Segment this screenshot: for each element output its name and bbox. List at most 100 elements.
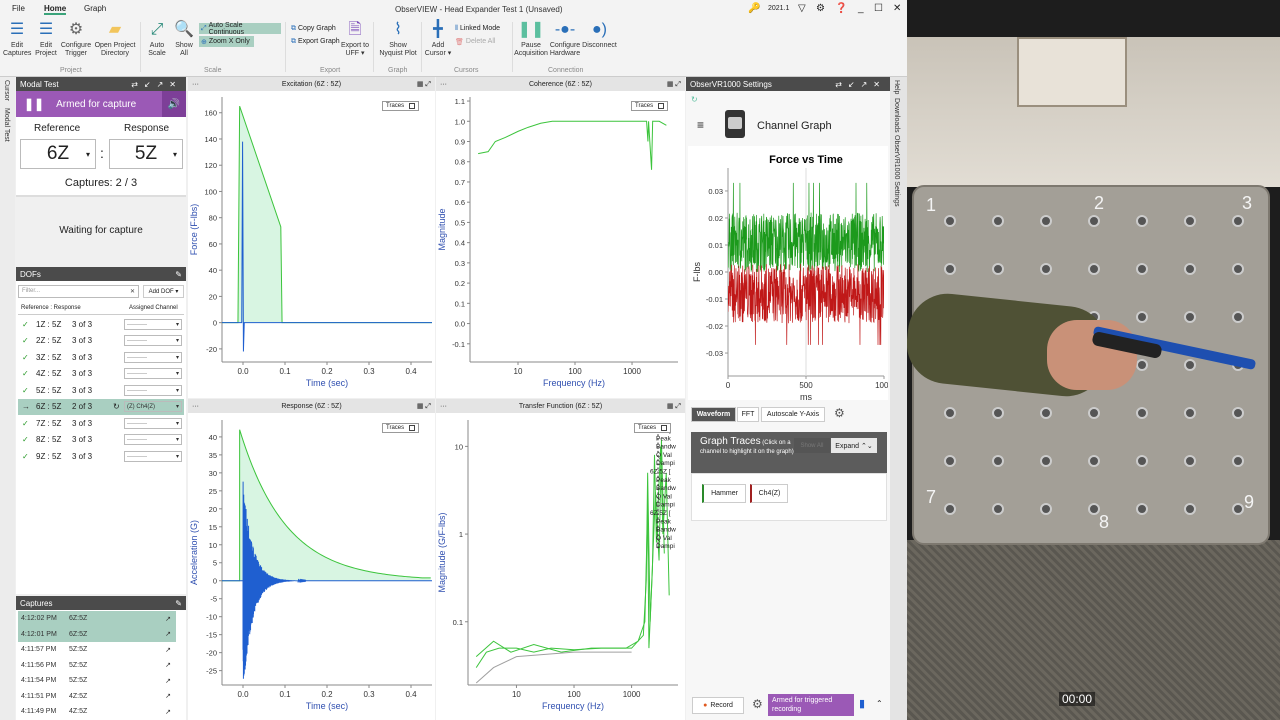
show-all-button[interactable]: 🔍 Show All <box>172 20 196 58</box>
configure-hardware-button[interactable]: -●- Configure Hardware <box>549 21 581 57</box>
speaker-icon[interactable]: 🔊 <box>162 91 186 117</box>
pause-icon[interactable]: ❚❚ <box>24 97 45 111</box>
filter-icon[interactable]: ▽ <box>798 3 806 14</box>
copy-graph-button[interactable]: ⧉ Copy Graph <box>291 24 336 33</box>
open-capture-icon[interactable]: ↗ <box>165 677 171 685</box>
pause-acquisition-button[interactable]: ❚❚ Pause Acquisition <box>514 21 548 57</box>
gear-icon[interactable]: ⚙ <box>834 406 845 420</box>
capture-row[interactable]: 4:11:56 PM 5Z:5Z ↗ <box>18 658 176 674</box>
capture-row[interactable]: 4:11:51 PM 4Z:5Z ↗ <box>18 689 176 705</box>
zoom-x-only-toggle[interactable]: ⊕ Zoom X Only <box>199 36 254 47</box>
series-line-frf[interactable] <box>475 446 670 668</box>
layout-icons[interactable]: ▦ ⤢ <box>416 402 431 410</box>
trace-chip-hammer[interactable]: Hammer <box>702 484 746 503</box>
more-icon[interactable]: ··· <box>440 80 447 88</box>
capture-row[interactable]: 4:12:01 PM 6Z:5Z ↗ <box>18 626 176 642</box>
dof-row[interactable]: ✓ 3Z : 5Z 3 of 3 ---------- <box>18 349 184 365</box>
open-capture-icon[interactable]: ↗ <box>165 693 171 701</box>
transfer-chart[interactable]: 10 100 1000 0.1 1 10 Frequency (Hz) Magnitude (… <box>436 413 685 720</box>
open-project-directory-button[interactable]: ▰ Open Project Directory <box>94 21 136 57</box>
panel-controls[interactable]: ⇄↙↗✕ <box>131 79 182 89</box>
help-icon[interactable]: ❓ <box>835 3 848 14</box>
dof-row[interactable]: ✓ 2Z : 5Z 3 of 3 ---------- <box>18 333 184 349</box>
dof-row[interactable]: ✓ 7Z : 5Z 3 of 3 ---------- <box>18 415 184 431</box>
series-line-frf-3[interactable] <box>475 651 632 684</box>
series-line-ch4-z-[interactable] <box>728 263 884 345</box>
tab-fft[interactable]: FFT <box>737 407 759 422</box>
layout-icons[interactable]: ▦ ⤢ <box>666 402 681 410</box>
maximize-icon[interactable]: ☐ <box>874 3 883 14</box>
trace-chip-ch4[interactable]: Ch4(Z) <box>750 484 788 503</box>
disconnect-button[interactable]: ●) Disconnect <box>582 21 617 49</box>
close-icon[interactable]: ✕ <box>893 3 902 14</box>
menu-file[interactable]: File <box>12 4 25 13</box>
side-tab-observr-settings[interactable]: ObserVR1000 Settings <box>893 135 900 207</box>
edit-project-button[interactable]: ☰ Edit Project <box>33 20 59 58</box>
assigned-channel-select[interactable]: ---------- <box>124 450 182 462</box>
more-icon[interactable]: ··· <box>192 80 199 88</box>
assigned-channel-select[interactable]: ---------- <box>124 434 182 445</box>
dof-filter-input[interactable]: Filter... ✕ <box>18 285 139 298</box>
add-dof-button[interactable]: Add DOF ▾ <box>143 285 184 298</box>
linked-mode-button[interactable]: ⫴ Linked Mode <box>455 24 501 33</box>
more-icon[interactable]: ··· <box>192 402 199 410</box>
response-chart[interactable]: 0.0 0.1 0.2 0.3 0.4 -25 -20 -15 -10 -5 0 5 10 15 20 25 3… <box>188 413 435 720</box>
assigned-channel-select[interactable]: ---------- <box>124 351 182 363</box>
panel-controls[interactable]: ⇄↙↗✕ <box>835 79 886 89</box>
side-tab-modal-test[interactable]: Modal Test <box>3 108 10 142</box>
force-vs-time-chart[interactable]: Force vs Time 0 500 1000 0.03 0.02 0.01 0.00 -0.… <box>688 146 888 400</box>
refresh-icon[interactable]: ↻ <box>113 402 120 411</box>
gear-icon[interactable]: ⚙ <box>752 697 763 711</box>
dof-row[interactable]: ✓ 8Z : 5Z 3 of 3 ---------- <box>18 432 184 448</box>
open-capture-icon[interactable]: ↗ <box>165 662 171 670</box>
traces-button[interactable]: Traces <box>382 101 420 111</box>
open-capture-icon[interactable]: ↗ <box>165 615 171 623</box>
traces-button[interactable]: Traces <box>382 423 420 433</box>
assigned-channel-select[interactable]: ---------- <box>124 384 182 396</box>
capture-row[interactable]: 4:11:54 PM 5Z:5Z ↗ <box>18 673 176 689</box>
layout-icons[interactable]: ▦ ⤢ <box>666 80 681 88</box>
coherence-chart[interactable]: 10 100 1000 -0.1 0.0 0.1 0.2 0.3 0.4 0.5 0.6 0.7 0.8… <box>436 91 685 398</box>
export-uff-button[interactable]: 🗎 Export to UFF ▾ <box>340 21 369 57</box>
series-line-frf-2[interactable] <box>475 439 665 658</box>
series-line-exponential-window[interactable] <box>222 429 431 582</box>
export-graph-button[interactable]: ⧉ Export Graph <box>291 37 340 46</box>
layout-icons[interactable]: ▦ ⤢ <box>416 80 431 88</box>
chevron-up-icon[interactable]: ⌃ <box>876 699 883 708</box>
traces-button[interactable]: Traces <box>634 423 672 433</box>
series-line-hammer[interactable] <box>728 182 884 273</box>
dof-row[interactable]: ✓ 9Z : 5Z 3 of 3 ---------- <box>18 448 184 464</box>
configure-trigger-button[interactable]: ⚙ Configure Trigger <box>60 21 92 57</box>
key-icon[interactable]: 🔑 <box>748 3 761 14</box>
record-button[interactable]: ● Record <box>692 697 744 714</box>
delete-all-button[interactable]: 🗑 Delete All <box>455 38 496 46</box>
menu-graph[interactable]: Graph <box>84 4 107 13</box>
clear-icon[interactable]: ✕ <box>129 289 135 295</box>
show-all-button[interactable]: Show All <box>794 438 830 453</box>
dof-row[interactable]: ✓ 4Z : 5Z 3 of 3 ---------- <box>18 366 184 382</box>
autoscale-y-axis-button[interactable]: Autoscale Y-Axis <box>761 407 825 422</box>
add-cursor-button[interactable]: ╋ Add Cursor ▾ <box>424 21 452 57</box>
capture-row[interactable]: 4:12:02 PM 6Z:5Z ↗ <box>18 611 176 627</box>
tab-waveform[interactable]: Waveform <box>691 407 736 422</box>
edit-icon[interactable]: ✎ <box>175 598 182 608</box>
hamburger-icon[interactable]: ≡ <box>697 118 705 132</box>
excitation-chart[interactable]: 0.0 0.1 0.2 0.3 0.4 -20 0 20 40 60 80 100 120 140 160 T… <box>188 91 435 398</box>
assigned-channel-select[interactable]: ---------- <box>124 417 182 429</box>
side-tab-cursor[interactable]: Cursor <box>3 80 10 102</box>
series-line-ch4-z-[interactable] <box>222 481 432 679</box>
edit-icon[interactable]: ✎ <box>175 269 182 279</box>
reference-select[interactable]: 6Z ▾ <box>20 139 96 169</box>
more-icon[interactable]: ··· <box>440 402 447 410</box>
series-line-hammer[interactable] <box>222 141 432 352</box>
assigned-channel-select[interactable]: ---------- <box>124 318 182 330</box>
minimize-icon[interactable]: _ <box>858 3 864 14</box>
open-capture-icon[interactable]: ↗ <box>165 708 171 716</box>
response-select[interactable]: 5Z ▾ <box>109 139 183 169</box>
capture-row[interactable]: 4:11:49 PM 4Z:5Z ↗ <box>18 704 176 720</box>
open-capture-icon[interactable]: ↗ <box>165 646 171 654</box>
capture-row[interactable]: 4:11:57 PM 5Z:5Z ↗ <box>18 642 176 658</box>
dof-row[interactable]: ✓ 5Z : 5Z 3 of 3 ---------- <box>18 382 184 398</box>
dof-row[interactable]: → 6Z : 5Z 2 of 3 ↻ (Z) Ch4(Z) <box>18 398 184 415</box>
assigned-channel-select[interactable]: ---------- <box>124 335 182 346</box>
